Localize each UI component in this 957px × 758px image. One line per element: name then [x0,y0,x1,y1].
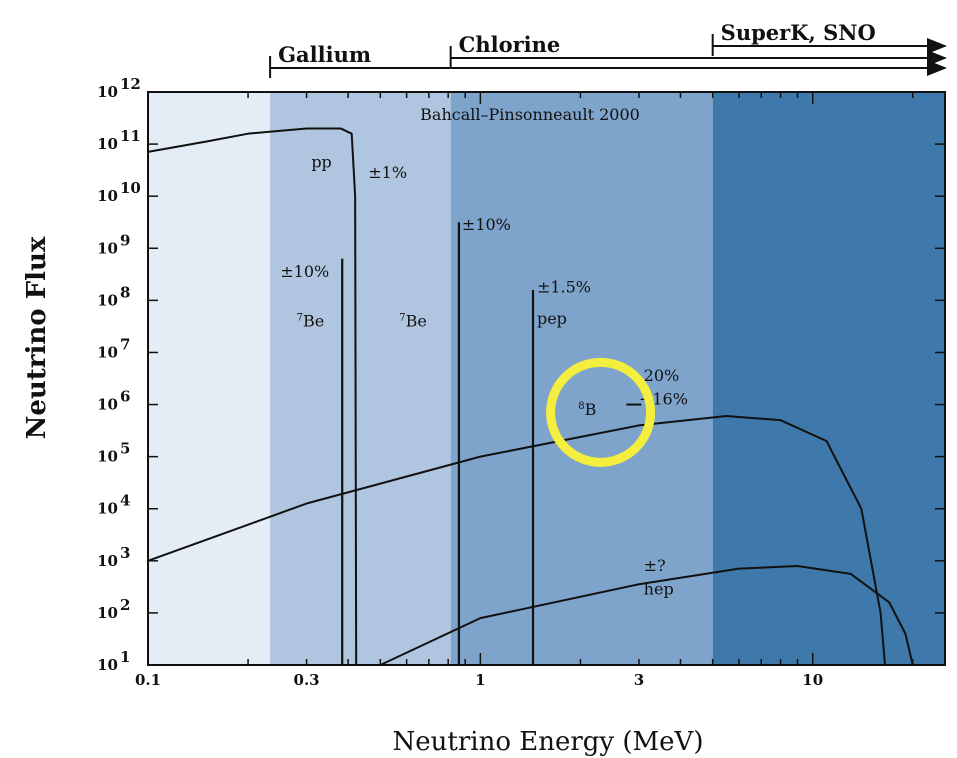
y-tick-label: 10 [97,604,118,622]
x-tick-label: 10 [802,671,823,689]
y-tick-label: 10 [97,396,118,414]
y-tick-exponent: 10 [120,179,141,197]
y-tick-label: 10 [97,239,118,257]
y-tick-exponent: 4 [120,492,130,510]
annotation-label: 7Be [399,311,427,330]
band-3 [712,92,945,665]
y-tick-exponent: 2 [120,596,130,614]
y-tick-exponent: 3 [120,544,130,562]
y-tick-label: 10 [97,448,118,466]
annotation-label: ±1.5% [537,278,591,297]
annotation-label: hep [644,580,674,599]
y-tick-exponent: 5 [120,440,130,458]
x-axis-label: Neutrino Energy (MeV) [393,727,704,757]
y-tick-exponent: 1 [120,648,130,666]
highlight-circle [546,357,656,467]
y-tick-exponent: 11 [120,127,141,145]
y-tick-exponent: 6 [120,388,130,406]
annotations: pp±1%±10%±10%±1.5%7Be 7Be pep20%−16%8B±?he… [280,153,688,599]
threshold-label: Chlorine [459,32,561,57]
y-tick-exponent: 7 [120,335,130,353]
x-tick-label: 1 [475,671,485,689]
y-tick-label: 10 [97,552,118,570]
plot-frame [147,91,946,666]
y-tick-label: 10 [97,500,118,518]
y-tick-exponent: 8 [120,283,130,301]
annotation-label: pp [311,153,331,172]
y-tick-label: 10 [97,83,118,101]
annotation-label: ±? [644,556,666,575]
annotation-label: pep [537,309,567,328]
y-tick-label: 10 [97,291,118,309]
annotation-label: 7Be [297,311,325,330]
band-1 [270,92,451,665]
highlight-ring [546,357,656,467]
annotation-label: 20% [644,366,680,385]
x-tick-label: 0.3 [294,671,320,689]
line-sources [341,222,642,665]
annotation-label: 8B [578,400,596,419]
y-axis-label: Neutrino Flux [22,236,52,439]
y-tick-exponent: 9 [120,231,130,249]
curve-pp [147,127,358,666]
x-tick-label: 0.1 [135,671,161,689]
band-0 [148,92,271,665]
threshold-label: SuperK, SNO [721,20,876,45]
annotation-label: ±10% [462,215,511,234]
energy-bands [148,92,945,665]
detector-thresholds: Gallium Chlorine SuperK, SNO [269,20,947,78]
annotation-label: ±1% [368,163,407,182]
y-tick-label: 10 [97,135,118,153]
y-tick-label: 10 [97,187,118,205]
annotation-label: ±10% [280,262,329,281]
x-tick-label: 3 [634,671,644,689]
y-tick-exponent: 12 [120,75,141,93]
threshold-label: Gallium [278,42,371,67]
y-tick-label: 10 [97,656,118,674]
curve-8B [147,415,887,666]
band-2 [450,92,713,665]
chart-title: Bahcall–Pinsonneault 2000 [420,105,640,124]
y-tick-label: 10 [97,343,118,361]
